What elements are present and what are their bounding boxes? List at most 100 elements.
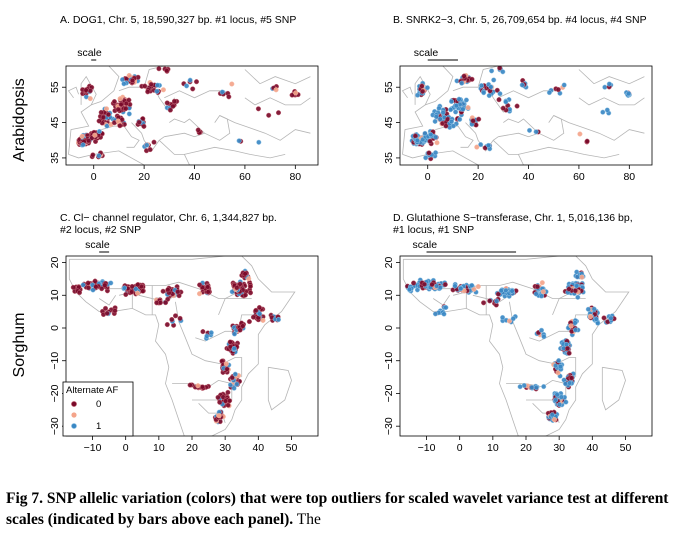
x-tick-label: 60 bbox=[573, 171, 585, 183]
data-point bbox=[456, 96, 462, 102]
data-point bbox=[140, 288, 146, 294]
data-point bbox=[452, 283, 458, 289]
data-point bbox=[172, 313, 179, 319]
data-point bbox=[485, 142, 491, 148]
data-point bbox=[541, 334, 547, 340]
data-point bbox=[225, 402, 231, 408]
data-point bbox=[533, 129, 539, 135]
map-outline bbox=[578, 69, 645, 85]
y-tick-label: 35 bbox=[383, 152, 395, 164]
data-point bbox=[415, 92, 421, 98]
data-point bbox=[519, 82, 525, 88]
data-point bbox=[257, 311, 263, 317]
row-label-arabidopsis: Arabidopsis bbox=[11, 78, 28, 162]
data-point bbox=[481, 90, 487, 96]
data-point bbox=[432, 118, 438, 124]
x-tick-label: 50 bbox=[620, 442, 632, 454]
data-point bbox=[85, 280, 91, 286]
x-tick-label: 60 bbox=[239, 171, 251, 183]
legend-marker-mid bbox=[71, 412, 77, 418]
data-point bbox=[414, 137, 420, 143]
data-point bbox=[164, 100, 170, 106]
panel-b-title: B. SNRK2−3, Chr. 5, 26,709,654 bp. #4 lo… bbox=[393, 14, 647, 26]
data-point bbox=[436, 105, 442, 111]
map-outline bbox=[553, 115, 645, 141]
map-outline bbox=[158, 140, 286, 159]
map-outline bbox=[219, 115, 311, 141]
data-point bbox=[177, 315, 183, 321]
data-point bbox=[437, 285, 443, 291]
data-point bbox=[154, 88, 160, 94]
data-point bbox=[587, 313, 593, 320]
data-point bbox=[557, 364, 564, 370]
data-point bbox=[187, 77, 193, 83]
data-point bbox=[577, 131, 583, 137]
data-point bbox=[558, 394, 564, 400]
data-point bbox=[92, 278, 98, 284]
panel-a-scale-label: scale bbox=[77, 47, 102, 59]
data-point bbox=[470, 118, 476, 124]
data-point bbox=[142, 83, 148, 89]
map-outline bbox=[419, 281, 586, 299]
data-point bbox=[117, 123, 123, 129]
data-point bbox=[546, 90, 552, 96]
data-point bbox=[242, 292, 248, 298]
data-point bbox=[533, 291, 539, 297]
data-point bbox=[141, 123, 147, 129]
data-point bbox=[184, 83, 190, 89]
x-tick-label: 40 bbox=[523, 171, 535, 183]
panel-d: D. Glutathione S−transferase, Chr. 1, 5,… bbox=[383, 212, 653, 454]
map-outline bbox=[267, 366, 292, 411]
data-point bbox=[136, 119, 142, 125]
data-point bbox=[108, 280, 114, 286]
x-tick-label: 10 bbox=[153, 442, 165, 454]
data-point bbox=[293, 90, 299, 96]
data-point bbox=[497, 91, 503, 97]
panel-c-scale-label: scale bbox=[85, 239, 110, 251]
panel-a-points bbox=[76, 66, 301, 160]
data-point bbox=[115, 118, 121, 124]
data-point bbox=[538, 327, 545, 333]
data-point bbox=[145, 89, 151, 95]
data-point bbox=[117, 96, 123, 102]
map-outline bbox=[175, 301, 222, 365]
data-point bbox=[442, 282, 448, 288]
y-tick-label: −30 bbox=[49, 417, 61, 435]
y-tick-label: 35 bbox=[49, 152, 61, 164]
data-point bbox=[424, 85, 430, 91]
data-point bbox=[604, 107, 610, 113]
map-outline bbox=[414, 75, 431, 106]
panel-c: C. Cl− channel regulator, Chr. 6, 1,344,… bbox=[49, 212, 319, 454]
panel-d-title-line2: #1 locus, #1 SNP bbox=[393, 224, 474, 236]
data-point bbox=[83, 87, 89, 93]
data-point bbox=[526, 127, 533, 133]
data-point bbox=[564, 345, 571, 352]
data-point bbox=[553, 397, 559, 403]
data-point bbox=[457, 116, 463, 122]
data-point bbox=[231, 331, 238, 337]
panel-d-map bbox=[402, 256, 630, 436]
panel-d-title: D. Glutathione S−transferase, Chr. 1, 5,… bbox=[393, 212, 633, 224]
data-point bbox=[256, 139, 262, 145]
data-point bbox=[458, 286, 464, 292]
data-point bbox=[487, 298, 493, 304]
data-point bbox=[419, 83, 425, 89]
map-outline bbox=[402, 150, 479, 165]
data-point bbox=[216, 413, 222, 419]
data-point bbox=[534, 284, 540, 290]
y-tick-label: −10 bbox=[49, 352, 61, 370]
data-point bbox=[541, 384, 547, 390]
data-point bbox=[441, 311, 447, 317]
map-outline bbox=[244, 69, 311, 85]
x-tick-label: 80 bbox=[623, 171, 635, 183]
y-tick-label: 10 bbox=[49, 289, 61, 301]
data-point bbox=[432, 311, 438, 317]
data-point bbox=[289, 92, 295, 98]
y-tick-label: 0 bbox=[49, 325, 61, 331]
data-point bbox=[443, 304, 449, 311]
map-outline bbox=[67, 86, 79, 99]
data-point bbox=[275, 317, 282, 323]
data-point bbox=[135, 290, 141, 296]
data-point bbox=[237, 327, 243, 333]
